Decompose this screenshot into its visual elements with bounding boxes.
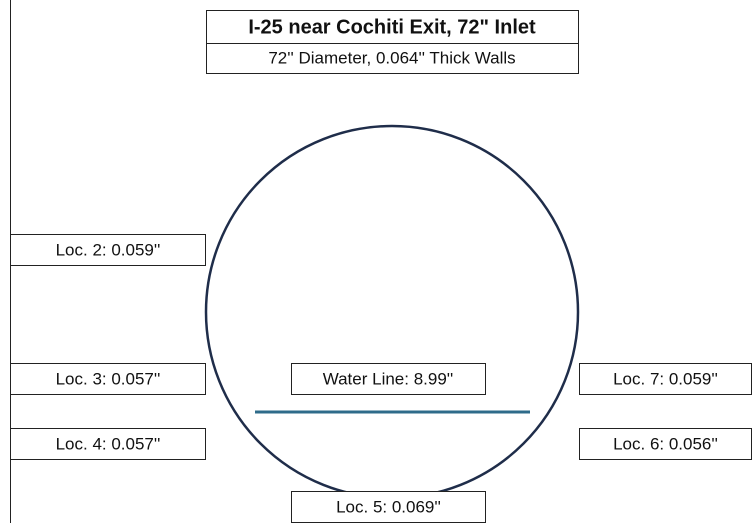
title: I-25 near Cochiti Exit, 72" Inlet bbox=[248, 16, 536, 38]
location-label: Loc. 7: 0.059'' bbox=[613, 369, 718, 388]
water-line-label: Water Line: 8.99'' bbox=[323, 369, 454, 388]
location-box bbox=[579, 363, 752, 395]
subtitle-box bbox=[206, 43, 579, 74]
location-label: Loc. 6: 0.056'' bbox=[613, 434, 718, 453]
subtitle: 72'' Diameter, 0.064'' Thick Walls bbox=[268, 48, 515, 67]
location-box bbox=[10, 363, 206, 395]
location-label: Loc. 5: 0.069'' bbox=[336, 497, 441, 516]
location-label: Loc. 4: 0.057'' bbox=[56, 434, 161, 453]
title-box bbox=[206, 10, 579, 44]
location-box bbox=[10, 428, 206, 460]
location-label: Loc. 3: 0.057'' bbox=[56, 369, 161, 388]
pipe-outline bbox=[204, 124, 580, 500]
location-box bbox=[579, 428, 752, 460]
location-label: Loc. 2: 0.059'' bbox=[56, 240, 161, 259]
water-line-box bbox=[291, 363, 486, 395]
location-box bbox=[10, 234, 206, 266]
